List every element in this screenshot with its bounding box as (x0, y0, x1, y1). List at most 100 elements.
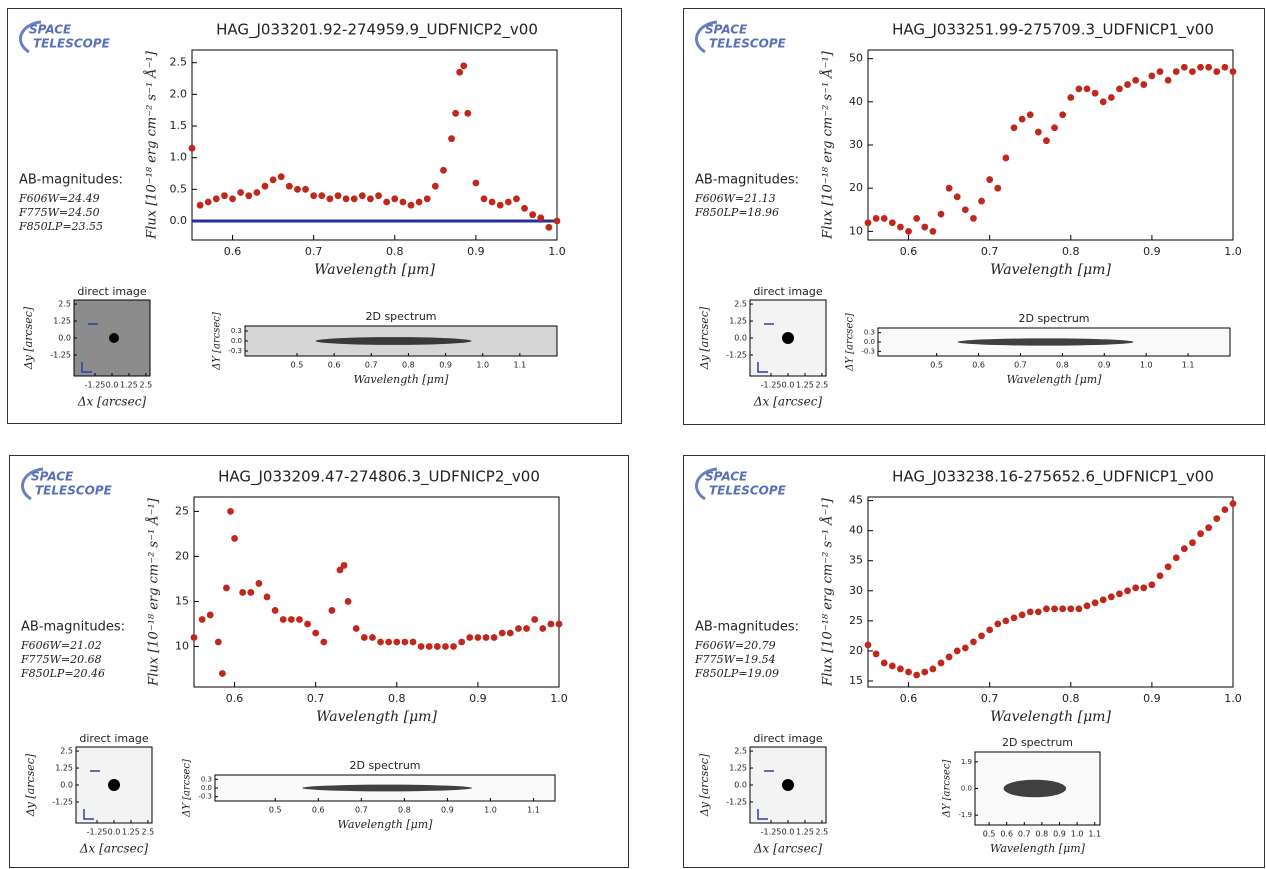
y-tick-label: 50 (849, 52, 863, 65)
data-point (296, 616, 303, 623)
x-tick-label: 0.0 (106, 381, 119, 390)
magnitudes-title: AB-magnitudes: (21, 620, 125, 635)
data-point (1148, 72, 1156, 80)
spectrum-trace (957, 338, 1134, 346)
data-point (431, 182, 439, 190)
x-tick-label: 0.8 (398, 806, 411, 815)
y-tick-label: 2.5 (170, 56, 188, 69)
y-tick-label: 0.0 (961, 785, 972, 793)
data-point (1107, 593, 1115, 601)
y-tick-label: 0.0 (864, 338, 875, 346)
data-point (521, 204, 528, 212)
data-point (1059, 111, 1067, 119)
magnitudes-title: AB-magnitudes: (695, 173, 799, 188)
x-tick-label: 0.7 (1014, 361, 1027, 370)
x-tick-label: -1.25 (85, 381, 106, 390)
data-point (506, 629, 514, 637)
source-blob (782, 332, 794, 344)
y-tick-label: -1.25 (50, 350, 71, 359)
data-point (498, 629, 506, 637)
data-point (190, 634, 198, 641)
data-point (448, 135, 455, 143)
x-tick-label: 1.0 (1224, 692, 1242, 705)
spectrum-2d-title: 2D spectrum (349, 759, 420, 772)
data-point (1189, 539, 1196, 547)
y-tick-label: 0.0 (231, 337, 242, 345)
x-tick-label: 0.6 (1000, 830, 1013, 839)
data-point (385, 638, 393, 646)
data-point (399, 198, 407, 206)
data-point (328, 607, 336, 614)
data-point (986, 176, 994, 183)
data-point (1189, 68, 1196, 75)
x-tick-label: 0.6 (972, 361, 985, 370)
y-axis-label: Flux [10⁻¹⁸ erg cm⁻² s⁻¹ Å⁻¹] (820, 50, 836, 240)
y-axis-label: Δy [arcsec] (698, 306, 711, 370)
y-axis-label: Δy [arcsec] (24, 753, 37, 817)
data-point (1043, 605, 1050, 613)
data-point (1180, 63, 1188, 71)
x-tick-label: 0.7 (1018, 830, 1031, 839)
x-tick-label: 0.9 (1053, 830, 1066, 839)
data-point (555, 620, 563, 628)
logo-swoosh (695, 467, 718, 501)
data-point (537, 214, 545, 222)
data-point (440, 166, 447, 174)
data-point (198, 616, 206, 623)
x-tick-label: 1.0 (1140, 361, 1153, 370)
logo-swoosh (21, 467, 44, 501)
x-axis-label: Wavelength [μm] (314, 262, 435, 278)
y-axis-label: Δy [arcsec] (22, 306, 35, 370)
data-point (350, 195, 358, 203)
y-tick-label: 2.5 (734, 300, 747, 309)
data-point (539, 625, 547, 632)
data-point (409, 638, 417, 646)
x-axis-label: Wavelength [μm] (990, 709, 1111, 725)
data-point (229, 195, 236, 203)
data-point (921, 668, 929, 676)
data-point (864, 219, 872, 227)
data-point (1116, 590, 1123, 598)
spectrum-trace (1003, 779, 1067, 798)
data-point (553, 217, 561, 225)
data-point (342, 195, 350, 203)
data-point (897, 665, 904, 673)
data-point (326, 195, 334, 203)
data-point (1132, 584, 1140, 592)
x-tick-label: 1.0 (1224, 245, 1242, 258)
data-point (970, 215, 977, 222)
data-point (334, 192, 342, 200)
data-point (1026, 608, 1034, 616)
data-point (358, 192, 366, 200)
x-tick-label: 2.5 (142, 828, 155, 837)
data-point (1002, 154, 1010, 162)
y-tick-label: 1.9 (961, 758, 972, 766)
data-point (1010, 124, 1018, 132)
source-blob (108, 779, 120, 791)
source-blob (109, 333, 119, 343)
y-tick-label: 2.5 (734, 747, 747, 756)
y-tick-label: 0.0 (170, 214, 188, 227)
data-point (285, 182, 293, 190)
y-tick-label: 1.25 (55, 764, 73, 773)
data-point (1148, 581, 1156, 589)
data-point (221, 192, 228, 200)
data-point (269, 176, 277, 184)
logo-text: TELESCOPE (709, 37, 787, 51)
y-tick-label: 25 (849, 614, 863, 627)
data-point (490, 634, 498, 641)
data-point (218, 670, 226, 677)
y-axis-label: Δy [arcsec] (698, 753, 711, 817)
data-point (488, 198, 496, 206)
data-point (423, 195, 431, 203)
data-point (547, 620, 555, 628)
x-tick-label: 1.25 (796, 828, 814, 837)
x-axis-label: Wavelength [μm] (316, 709, 437, 725)
x-tick-label: 0.0 (108, 828, 121, 837)
data-point (961, 644, 969, 652)
y-axis-label: ΔY [arcsec] (212, 312, 223, 371)
logo-text: SPACE (31, 470, 74, 484)
